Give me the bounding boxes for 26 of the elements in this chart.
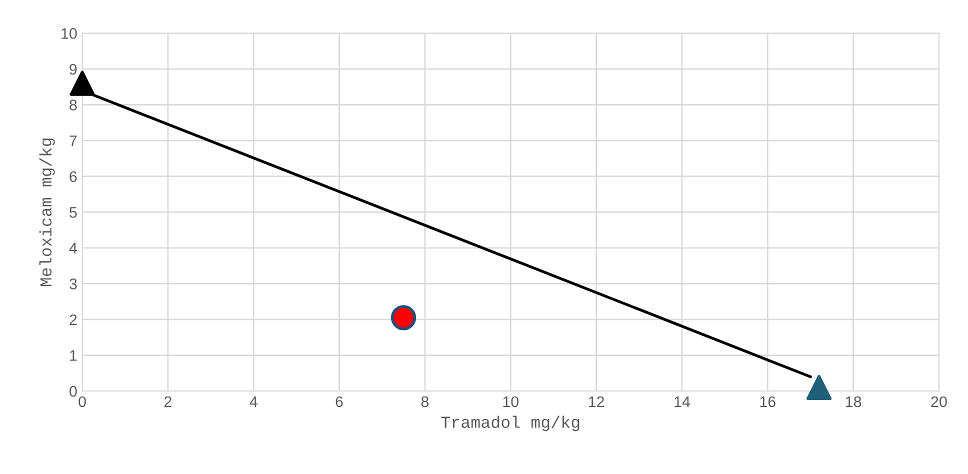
x-tick-label: 6 (336, 396, 343, 408)
y-tick-label: 9 (70, 64, 77, 75)
x-tick-label: 0 (78, 396, 86, 408)
x-tick-label: 10 (503, 396, 519, 408)
x-tick-label: 4 (250, 396, 258, 407)
y-tick-label: 2 (70, 314, 77, 326)
point (390, 305, 416, 330)
y-tick-label: 6 (70, 171, 77, 182)
x-tick-label: 16 (760, 396, 776, 408)
y-tick-label: 0 (70, 386, 77, 397)
y-tick-label: 10 (62, 28, 77, 39)
y-tick-label: 7 (70, 136, 77, 146)
x-tick-label: 2 (164, 396, 172, 407)
y-tick-label: 5 (70, 207, 77, 218)
y-tick-label: 4 (69, 242, 77, 254)
x-axis-title: Tramadol mg/kg (441, 416, 580, 432)
point (806, 374, 832, 400)
x-tick-label: 18 (846, 396, 862, 408)
y-tick-label: 1 (70, 350, 77, 361)
y-tick-label: 3 (70, 278, 77, 290)
y-tick-label: 8 (70, 100, 77, 110)
x-tick-label: 12 (588, 396, 604, 407)
x-tick-label: 8 (421, 396, 429, 408)
x-tick-label: 14 (674, 396, 690, 407)
y-axis-title: Meloxicam mg/kg (39, 138, 55, 286)
x-tick-label: 20 (931, 396, 947, 408)
